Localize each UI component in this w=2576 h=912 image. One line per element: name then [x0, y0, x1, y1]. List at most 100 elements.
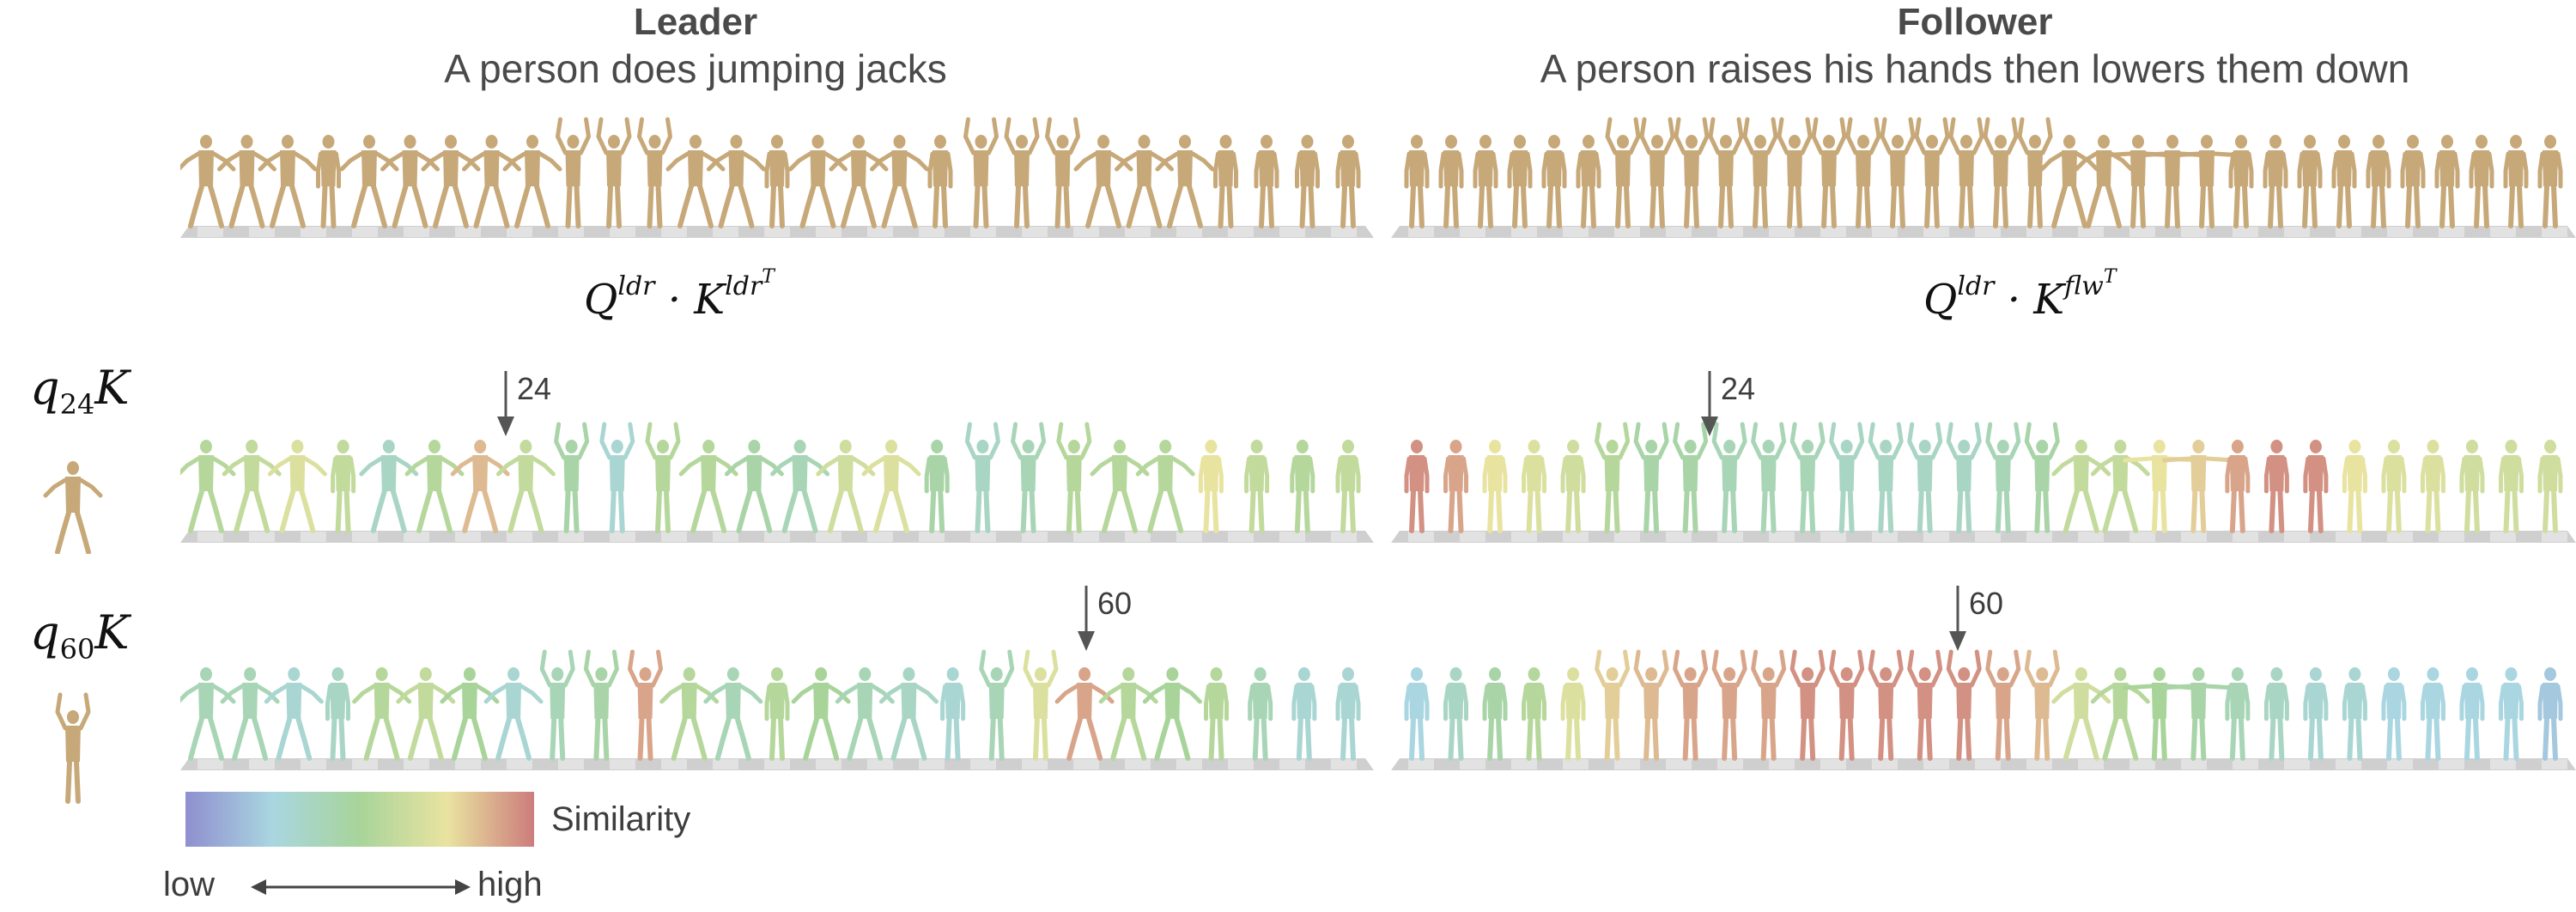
frame-marker-60-leader [1073, 584, 1099, 657]
body-figure [1576, 135, 1601, 228]
formula-k-sup: flw [2064, 271, 2104, 301]
double-arrow-icon [249, 874, 472, 904]
body-figure [1946, 649, 1982, 761]
body-figure [2420, 440, 2445, 533]
body-figure [2024, 649, 2060, 761]
body-figure [2263, 135, 2288, 228]
colorbar-low-label: low [163, 866, 216, 903]
body-figure [1789, 422, 1826, 533]
body-figure [1135, 440, 1195, 533]
body-figure [2537, 667, 2563, 761]
row-sub: 24 [59, 387, 95, 421]
body-figure [359, 440, 419, 533]
body-figure [43, 461, 103, 555]
row-k: K [94, 605, 130, 660]
body-figure [2381, 440, 2407, 533]
body-figure [325, 667, 350, 761]
body-figure [788, 135, 848, 228]
body-figure [637, 117, 672, 228]
body-figure [1090, 440, 1150, 533]
body-figure [791, 667, 851, 761]
frame-marker-label-60-follower: 60 [1969, 586, 2004, 621]
formula-q-sup: ldr [1957, 271, 1995, 301]
body-figure [599, 422, 635, 533]
body-figure [1254, 135, 1279, 228]
body-figure [450, 440, 510, 533]
body-figure [628, 649, 664, 761]
leader-role: Leader [633, 1, 758, 43]
body-figure [1404, 135, 1430, 228]
floor [1391, 531, 2576, 543]
body-figure [1248, 667, 1273, 761]
body-figure [1482, 440, 1508, 533]
body-figure [1946, 422, 1982, 533]
body-figure [2498, 667, 2524, 761]
body-figure [1880, 117, 1916, 228]
body-figure [1115, 135, 1174, 228]
body-figure [2161, 667, 2235, 761]
body-figure [1742, 117, 1778, 228]
frame-marker-24-follower [1697, 369, 1722, 442]
body-figure [339, 135, 399, 228]
body-figure [764, 667, 790, 761]
body-figure [495, 440, 556, 533]
body-figure [1335, 135, 1361, 228]
floor [180, 758, 1374, 770]
body-figure [1443, 440, 1469, 533]
body-figure [1845, 117, 1881, 228]
formula-q: Q [1923, 276, 1958, 324]
body-figure [462, 135, 521, 228]
body-figure [678, 440, 738, 533]
body-figure [924, 440, 950, 533]
body-figure [539, 649, 575, 761]
body-figure [180, 667, 236, 761]
body-figure [2420, 667, 2445, 761]
body-figure [724, 440, 784, 533]
body-figure [870, 135, 929, 228]
body-figure [1868, 422, 1904, 533]
body-figure [1335, 667, 1361, 761]
body-figure [554, 422, 590, 533]
body-figure [1291, 667, 1317, 761]
colorbar-title: Similarity [551, 800, 691, 838]
frame-marker-60-follower [1945, 584, 1971, 657]
body-figure [396, 667, 456, 761]
self-attention-formula: Qldr · KldrT [584, 266, 775, 324]
follower-similarity-sequence-q60 [1391, 640, 2576, 777]
body-figure [927, 135, 953, 228]
colorbar-high-label: high [477, 866, 543, 903]
body-figure [2342, 440, 2367, 533]
body-figure [2228, 135, 2254, 228]
row-sub: 60 [59, 632, 95, 666]
body-figure [2537, 135, 2563, 228]
body-figure [2331, 135, 2357, 228]
row-label-q24: q24K [30, 361, 130, 421]
body-figure [2263, 440, 2289, 533]
body-figure [2498, 440, 2524, 533]
body-figure [1198, 440, 1224, 533]
frame-marker-24-leader [493, 369, 519, 442]
follower-role: Follower [1897, 1, 2053, 43]
body-figure [1054, 667, 1115, 761]
body-figure [1711, 649, 1747, 761]
body-figure [1073, 135, 1133, 228]
row-label-q60: q60K [30, 605, 130, 666]
body-figure [1522, 667, 1547, 761]
body-figure [1522, 440, 1547, 533]
body-figure [1560, 667, 1586, 761]
body-figure [2123, 667, 2196, 761]
leader-header: Leader A person does jumping jacks [309, 0, 1082, 93]
body-figure [2459, 667, 2485, 761]
down-arrow-icon [1078, 586, 1095, 651]
body-figure [180, 440, 236, 533]
body-figure [258, 135, 318, 228]
query-pose-thumbnail-60 [34, 674, 112, 816]
body-figure [217, 135, 276, 228]
body-figure [1829, 649, 1865, 761]
body-figure [665, 135, 726, 228]
body-figure [659, 667, 720, 761]
body-figure [2225, 667, 2251, 761]
row-q: q [30, 361, 60, 415]
body-figure [556, 117, 591, 228]
body-figure [1473, 135, 1498, 228]
